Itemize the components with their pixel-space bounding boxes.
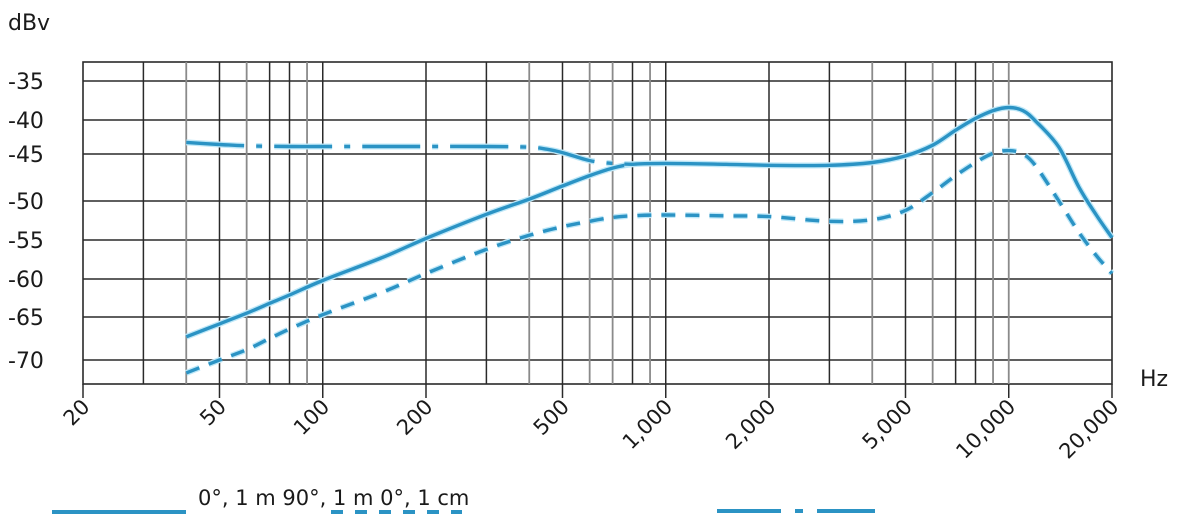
x-tick-label: 100 [289,395,334,440]
y-tick-label: -50 [8,190,44,215]
x-tick-label: 200 [392,395,437,440]
series-line-dash-dot [186,140,633,166]
x-tick-label: 20,000 [1055,395,1124,464]
legend: 0°, 1 m 90°, 1 m 0°, 1 cm [52,486,875,514]
series-line-solid [185,105,1114,339]
plot-border [82,61,1113,385]
x-tick-label: 50 [195,395,231,431]
x-axis-ticks: 20 50 100 200 500 1,000 2,000 5,000 10,000 20,000 [59,384,1124,463]
y-tick-label: -60 [8,268,44,293]
x-tick-label: 500 [529,395,574,440]
y-tick-label: -65 [8,306,44,331]
y-tick-label: -35 [8,70,44,95]
series-line-dashed [185,148,1114,375]
series-glow [185,104,1115,340]
x-tick-label: 10,000 [951,395,1020,464]
series-glow [185,147,1115,376]
plot-grid [82,61,1113,385]
y-tick-label: -70 [8,349,44,374]
x-tick-label: 20 [59,395,95,431]
y-axis-ticks: -35 -40 -45 -50 -55 -60 -65 -70 [8,70,44,374]
y-tick-label: -55 [8,229,44,254]
y-axis-label: dBv [8,11,50,36]
y-tick-label: -45 [8,143,44,168]
x-tick-label: 5,000 [858,395,917,454]
x-axis-label: Hz [1140,367,1168,392]
x-tick-label: 1,000 [618,395,677,454]
x-tick-label: 2,000 [721,395,780,454]
y-tick-label: -40 [8,109,44,134]
plot-series [185,104,1115,376]
legend-text: 0°, 1 m 90°, 1 m 0°, 1 cm [198,486,469,510]
